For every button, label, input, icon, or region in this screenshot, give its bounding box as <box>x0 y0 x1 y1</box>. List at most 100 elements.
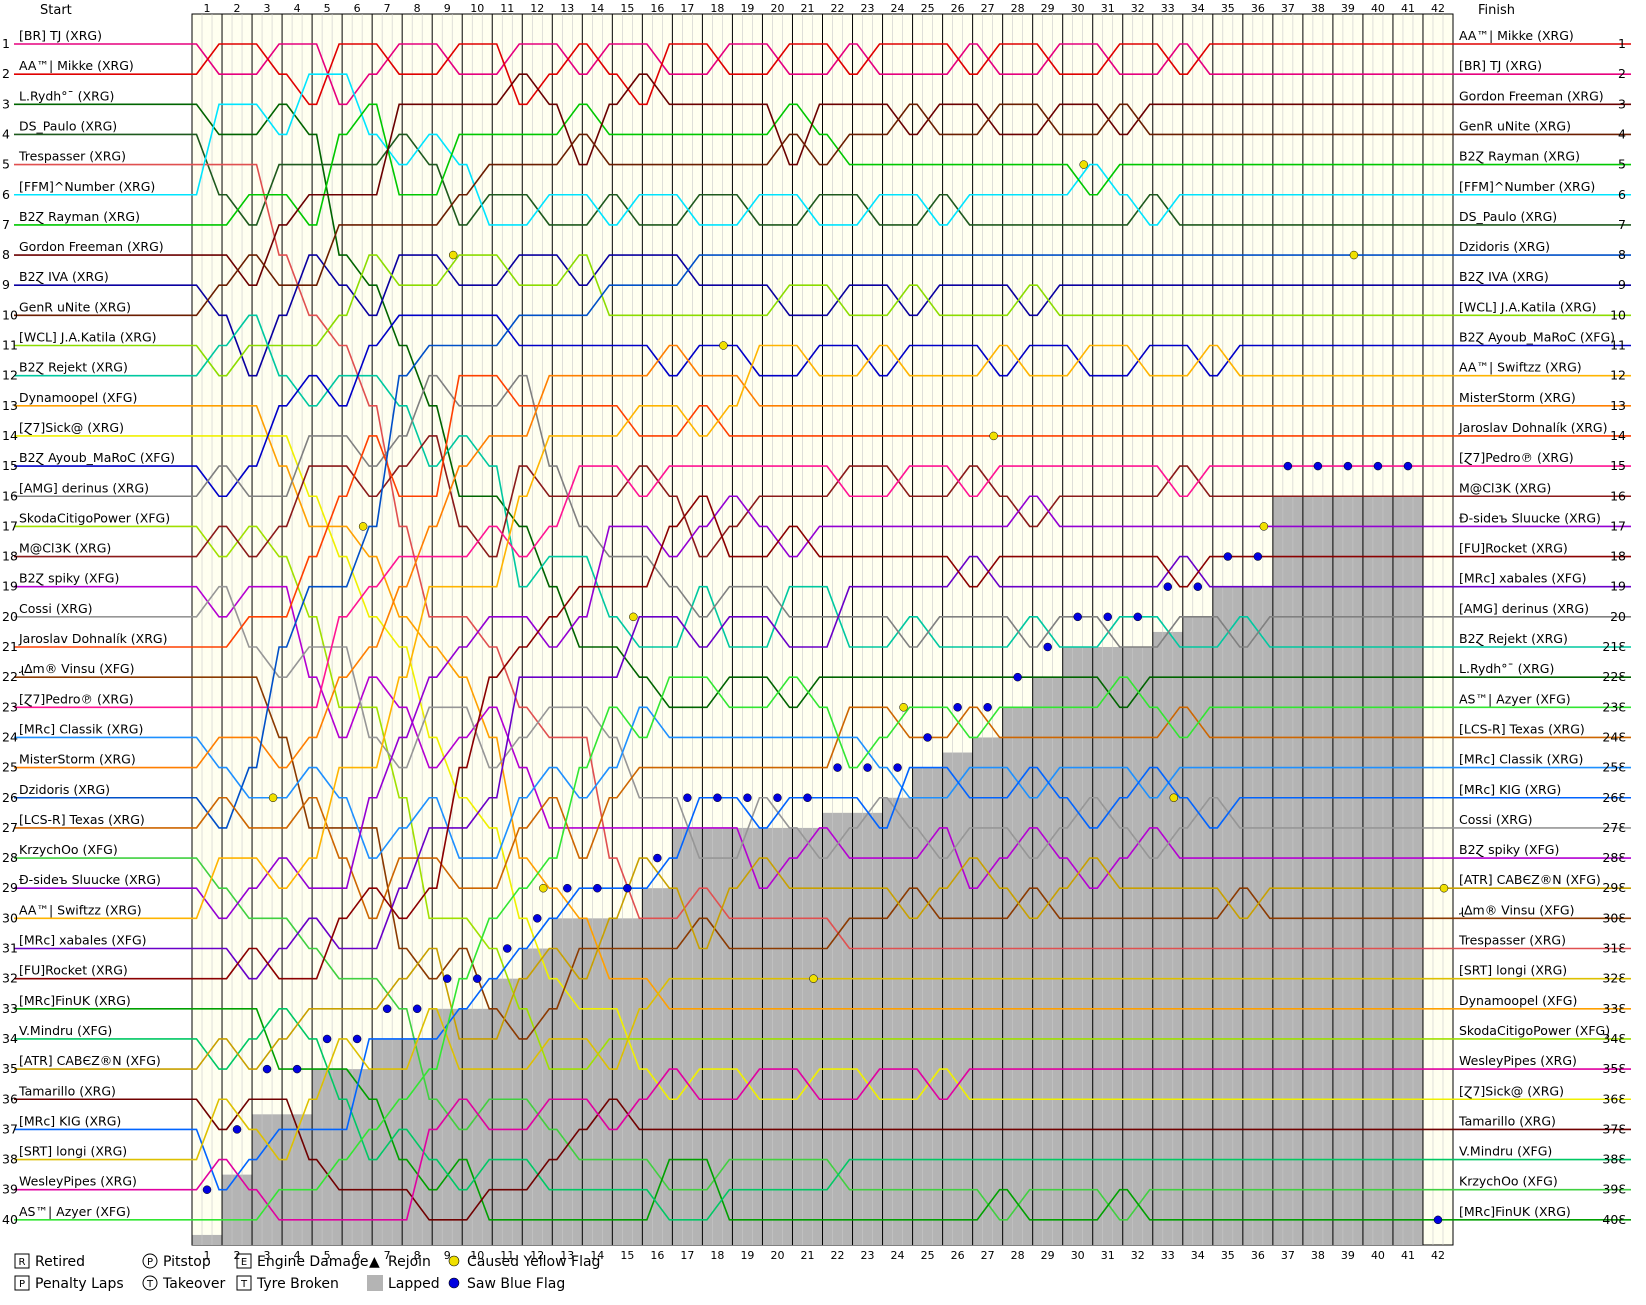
finish-position: 22Ɛ <box>1602 669 1626 684</box>
finish-position: 9 <box>1618 277 1626 292</box>
start-position: 13 <box>2 398 18 413</box>
lapped-block <box>972 737 1003 1245</box>
lapped-block <box>1302 496 1333 1245</box>
legend-lapped-swatch <box>367 1275 383 1291</box>
start-driver-name: [MRc]FinUK (XRG) <box>19 993 131 1008</box>
finish-driver-name: Gordon Freeman (XRG) <box>1459 88 1604 103</box>
lap-tick-bottom: 32 <box>1131 1249 1145 1262</box>
start-driver-name: MisterStorm (XRG) <box>19 752 136 767</box>
finish-driver-name: Jaroslav Dohnalík (XRG) <box>1458 420 1608 435</box>
lap-tick-bottom: 14 <box>590 1249 604 1262</box>
lap-tick-top: 32 <box>1131 2 1145 15</box>
finish-position: 16 <box>1610 488 1626 503</box>
finish-driver-name: M@Cl3K (XRG) <box>1459 480 1551 495</box>
finish-driver-name: [MRc] Classik (XRG) <box>1459 752 1583 767</box>
start-driver-name: B2Ɀ IVA (XRG) <box>19 269 109 285</box>
finish-driver-name: B2Ɀ spiky (XFG) <box>1459 842 1559 858</box>
driver-line <box>14 706 1631 859</box>
blue-flag-marker <box>232 1125 242 1134</box>
driver-line <box>14 977 1631 1161</box>
driver-line <box>14 43 1631 106</box>
legend-label: Rejoin <box>388 1254 431 1270</box>
finish-position: 21Ɛ <box>1602 639 1626 654</box>
blue-flag-marker <box>412 1004 422 1014</box>
finish-driver-name: B2Ɀ Ayoub_MaRoC (XFG) <box>1459 330 1615 346</box>
start-position: 19 <box>2 579 18 594</box>
lap-tick-bottom: 21 <box>800 1249 814 1262</box>
start-driver-name: Đ-sideъ Sluucke (XRG) <box>19 872 161 887</box>
lap-tick-top: 11 <box>500 2 514 15</box>
lap-tick-bottom: 38 <box>1311 1249 1325 1262</box>
finish-position: 37Ɛ <box>1602 1121 1626 1136</box>
legend-label: Caused Yellow Flag <box>467 1254 600 1270</box>
lapped-block <box>372 1038 403 1245</box>
finish-driver-name: Tamarillo (XRG) <box>1458 1113 1556 1128</box>
finish-position: 20 <box>1610 609 1626 624</box>
blue-flag-marker <box>1133 612 1142 622</box>
start-position: 27 <box>2 820 18 835</box>
start-position: 18 <box>2 549 18 564</box>
finish-position: 34Ɛ <box>1602 1031 1626 1046</box>
lapped-block <box>822 812 853 1245</box>
lap-tick-top: 39 <box>1341 2 1355 15</box>
lapped-block <box>1332 496 1363 1245</box>
finish-driver-name: [LCS-R] Texas (XRG) <box>1459 721 1585 736</box>
lapped-block <box>1062 647 1093 1245</box>
start-driver-name: AA™| Mikke (XRG) <box>19 58 134 73</box>
start-driver-name: V.Mindru (XFG) <box>19 1023 112 1038</box>
finish-driver-name: AA™| Mikke (XRG) <box>1459 28 1574 43</box>
finish-driver-name: [BR] TJ (XRG) <box>1459 58 1542 73</box>
finish-driver-name: [Ɀ7]Sick@ (XRG) <box>1459 1083 1564 1099</box>
axis-labels: Start Finish 112233445566778899101011111… <box>2 2 1626 1262</box>
driver-line <box>14 374 1631 648</box>
start-driver-name: [MRc] KIG (XRG) <box>19 1113 121 1128</box>
lap-tick-bottom: 15 <box>620 1249 634 1262</box>
blue-flag-marker <box>713 793 722 802</box>
lap-tick-top: 16 <box>650 2 664 15</box>
lap-tick-top: 38 <box>1311 2 1325 15</box>
start-driver-name: AS™| Azyer (XFG) <box>19 1204 131 1219</box>
driver-line <box>14 374 1631 648</box>
lapped-block <box>612 918 643 1245</box>
blue-flag-marker <box>1313 461 1323 471</box>
finish-driver-name: DS_Paulo (XRG) <box>1459 209 1557 224</box>
legend-label: Tyre Broken <box>256 1276 339 1292</box>
finish-position: 7 <box>1618 217 1626 232</box>
driver-line <box>14 585 1631 859</box>
yellow-flag-marker <box>268 793 278 802</box>
start-driver-name: [Ɀ7]Pedro℗ (XRG) <box>19 691 134 707</box>
finish-position: 30Ɛ <box>1602 910 1626 925</box>
driver-line <box>14 435 1631 1101</box>
lapped-block <box>1122 647 1153 1245</box>
driver-line <box>14 525 1631 1070</box>
lap-tick-top: 2 <box>234 2 241 15</box>
yellow-flag-marker <box>358 522 368 531</box>
lap-tick-top: 41 <box>1401 2 1415 15</box>
lap-tick-bottom: 30 <box>1071 1249 1085 1262</box>
lap-tick-top: 4 <box>294 2 301 15</box>
lap-tick-bottom: 1 <box>204 1249 211 1262</box>
start-driver-name: B2Ɀ Rejekt (XRG) <box>19 360 128 376</box>
finish-position: 38Ɛ <box>1602 1152 1626 1167</box>
start-driver-name: AA™| Swiftzz (XRG) <box>19 902 142 917</box>
driver-line <box>14 766 1631 1191</box>
finish-position: 1 <box>1618 36 1626 51</box>
blue-flag-marker <box>1073 612 1082 622</box>
finish-driver-name: [MRc]FinUK (XRG) <box>1459 1204 1571 1219</box>
finish-position: 8 <box>1618 247 1626 262</box>
blue-flag-marker <box>352 1034 362 1044</box>
finish-position: 24Ɛ <box>1602 729 1626 744</box>
finish-driver-name: [ATR] CABЄZ®N (XFG) <box>1459 872 1601 887</box>
start-position: 39 <box>2 1182 18 1197</box>
finish-position: 11 <box>1610 338 1626 353</box>
start-driver-name: GenR uNite (XRG) <box>19 299 131 314</box>
driver-line <box>14 857 1631 1221</box>
driver-line <box>14 495 1631 980</box>
finish-position: 29Ɛ <box>1602 880 1626 895</box>
start-driver-name: [MRc] xabales (XFG) <box>19 933 147 948</box>
blue-flag-marker <box>923 733 932 742</box>
finish-driver-name: B2Ɀ Rayman (XRG) <box>1459 149 1580 165</box>
finish-driver-name: [FFM]^Number (XRG) <box>1459 179 1595 194</box>
lap-tick-bottom: 29 <box>1041 1249 1055 1262</box>
start-position: 36 <box>2 1091 18 1106</box>
